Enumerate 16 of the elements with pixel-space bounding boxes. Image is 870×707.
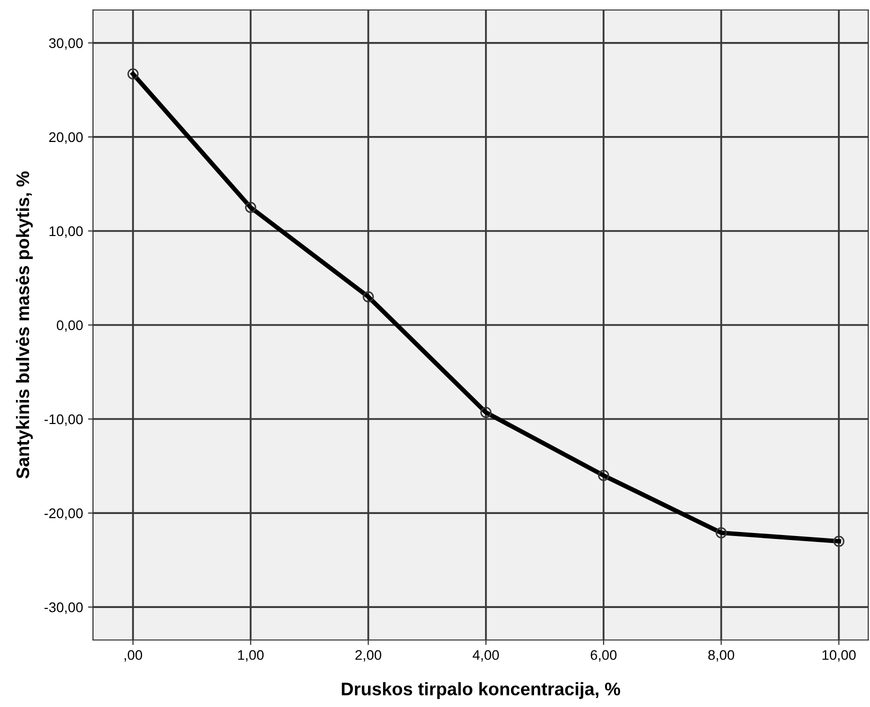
- y-tick-label: -30,00: [44, 602, 83, 614]
- y-tick-label: 10,00: [50, 226, 83, 238]
- x-tick-label: 10,00: [822, 650, 856, 662]
- y-tick-label: -10,00: [44, 414, 83, 426]
- y-tick-label: 0,00: [56, 320, 83, 332]
- x-tick-label: 6,00: [590, 650, 617, 662]
- x-tick-label: 4,00: [472, 650, 499, 662]
- x-tick-label: ,00: [124, 650, 142, 662]
- y-tick-label: -20,00: [44, 508, 83, 520]
- y-axis-title: Santykinis bulvės masės pokytis, %: [16, 171, 33, 479]
- x-axis-title: Druskos tirpalo koncentracija, %: [342, 682, 620, 699]
- y-tick-label: 20,00: [49, 132, 83, 144]
- x-tick-label: 1,00: [238, 650, 264, 662]
- x-tick-label: 8,00: [708, 650, 734, 662]
- y-tick-label: 30,00: [49, 38, 83, 50]
- x-tick-label: 2,00: [355, 650, 382, 662]
